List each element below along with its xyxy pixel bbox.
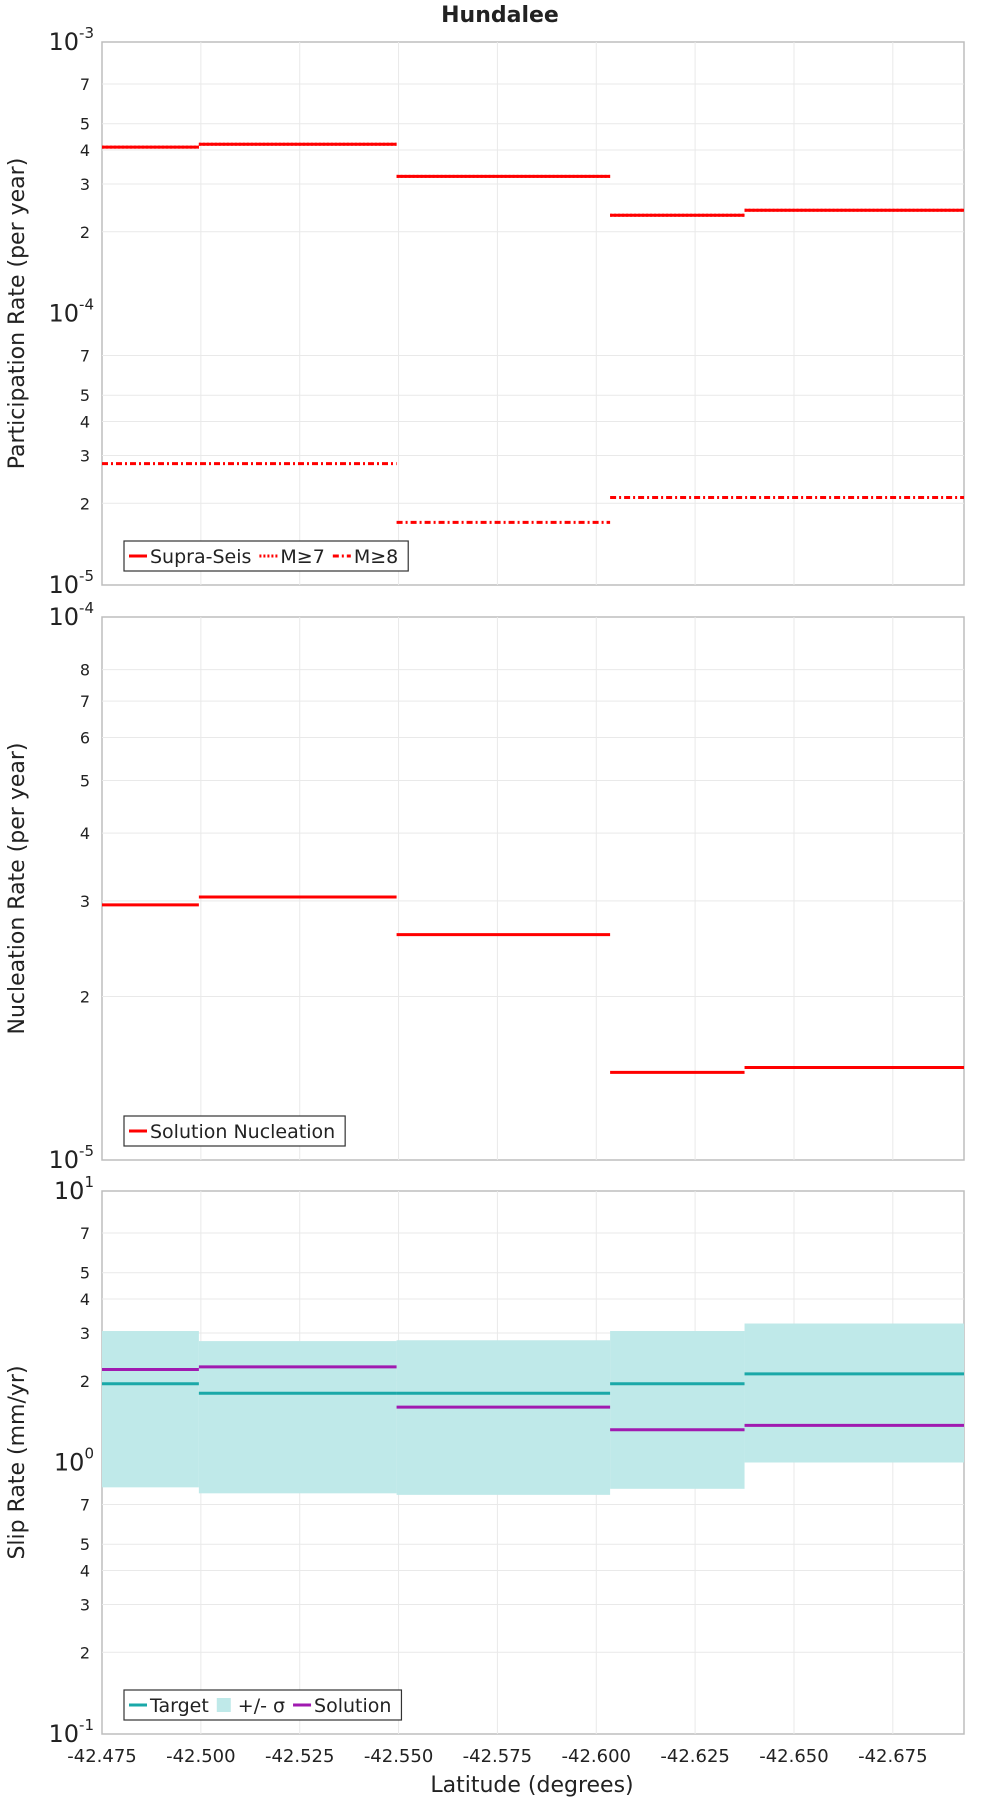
legend-label: Target xyxy=(149,1695,209,1717)
y-tick-label: 3 xyxy=(80,892,90,911)
y-tick-label: 4 xyxy=(80,824,90,843)
plot-area xyxy=(101,616,965,1161)
x-tick-label: -42.625 xyxy=(660,1746,729,1767)
x-tick-label: -42.600 xyxy=(562,1746,631,1767)
x-tick-label: -42.500 xyxy=(166,1746,235,1767)
y-tick-label: 2 xyxy=(80,494,90,513)
y-tick-label: 4 xyxy=(80,1290,90,1309)
y-tick-label: 6 xyxy=(80,728,90,747)
y-decade-exponent: -1 xyxy=(79,1716,94,1734)
y-tick-label: 7 xyxy=(80,1224,90,1243)
y-decade-label: 101 xyxy=(54,1173,94,1205)
y-decade-label: 10-5 xyxy=(48,1142,94,1174)
y-decade-label: 10-4 xyxy=(48,599,94,631)
legend: Supra-Seis M≥7 M≥8 xyxy=(123,540,409,572)
y-decade-label: 10-4 xyxy=(48,296,94,328)
y-decade-base: 10 xyxy=(48,1146,79,1174)
x-tick-label: -42.675 xyxy=(858,1746,927,1767)
sigma-band-segment xyxy=(610,1331,745,1489)
y-tick-label: 8 xyxy=(80,661,90,680)
y-tick-label: 3 xyxy=(80,175,90,194)
y-decade-label: 10-5 xyxy=(48,567,94,599)
y-tick-label: 7 xyxy=(80,692,90,711)
y-axis-label: Nucleation Rate (per year) xyxy=(5,743,30,1035)
y-decade-base: 10 xyxy=(54,1449,85,1477)
y-decade-base: 10 xyxy=(48,603,79,631)
legend-label: M≥8 xyxy=(354,546,398,568)
sigma-band-segment xyxy=(744,1323,964,1463)
y-tick-label: 7 xyxy=(80,75,90,94)
y-tick-label: 3 xyxy=(80,1324,90,1343)
y-decade-exponent: -5 xyxy=(79,1142,94,1160)
legend-label: +/- σ xyxy=(238,1695,285,1717)
y-decade-base: 10 xyxy=(48,28,79,56)
y-decade-exponent: -5 xyxy=(79,567,94,585)
x-axis-label: Latitude (degrees) xyxy=(430,1773,633,1798)
legend-label: Solution Nucleation xyxy=(150,1121,335,1143)
y-decade-exponent: -4 xyxy=(79,599,94,617)
legend: Solution Nucleation xyxy=(123,1115,346,1147)
y-tick-label: 5 xyxy=(80,386,90,405)
legend-label: M≥7 xyxy=(280,546,324,568)
y-axis-label: Slip Rate (mm/yr) xyxy=(5,1365,30,1559)
y-tick-label: 7 xyxy=(80,347,90,366)
y-tick-label: 4 xyxy=(80,1562,90,1581)
y-decade-exponent: 1 xyxy=(84,1173,94,1191)
y-tick-label: 2 xyxy=(80,223,90,242)
legend-frame xyxy=(123,1689,403,1721)
y-tick-label: 2 xyxy=(80,1643,90,1662)
y-decade-exponent: -3 xyxy=(79,24,94,42)
y-tick-label: 5 xyxy=(80,1535,90,1554)
legend: Target +/- σ Solution xyxy=(123,1689,403,1721)
chart-title: Hundalee xyxy=(441,3,559,28)
y-tick-label: 4 xyxy=(80,413,90,432)
y-decade-base: 10 xyxy=(54,1177,85,1205)
x-tick-label: -42.525 xyxy=(265,1746,334,1767)
y-decade-exponent: 0 xyxy=(84,1445,94,1463)
sigma-band-segment xyxy=(396,1340,611,1495)
y-tick-label: 5 xyxy=(80,1264,90,1283)
y-tick-label: 4 xyxy=(80,141,90,160)
y-tick-label: 3 xyxy=(80,446,90,465)
sigma-band-segment xyxy=(102,1331,199,1488)
y-tick-label: 2 xyxy=(80,988,90,1007)
y-decade-base: 10 xyxy=(48,300,79,328)
y-tick-label: 2 xyxy=(80,1372,90,1391)
legend-label: Solution xyxy=(314,1695,391,1717)
y-tick-label: 5 xyxy=(80,115,90,134)
y-decade-label: 10-1 xyxy=(48,1716,94,1748)
y-decade-base: 10 xyxy=(48,571,79,599)
y-tick-label: 5 xyxy=(80,771,90,790)
x-tick-label: -42.475 xyxy=(67,1746,136,1767)
x-tick-label: -42.575 xyxy=(463,1746,532,1767)
y-decade-label: 100 xyxy=(54,1445,94,1477)
y-decade-label: 10-3 xyxy=(48,24,94,56)
y-decade-base: 10 xyxy=(48,1720,79,1748)
y-axis-label: Participation Rate (per year) xyxy=(5,158,30,470)
sigma-band-segment xyxy=(198,1341,397,1494)
plot-area xyxy=(101,41,965,586)
legend-swatch xyxy=(216,1698,231,1712)
y-decade-exponent: -4 xyxy=(79,296,94,314)
y-tick-label: 7 xyxy=(80,1496,90,1515)
x-tick-label: -42.650 xyxy=(759,1746,828,1767)
legend-frame xyxy=(123,540,409,572)
y-tick-label: 3 xyxy=(80,1595,90,1614)
legend-label: Supra-Seis xyxy=(150,546,251,568)
legend-frame xyxy=(123,1115,346,1147)
x-tick-label: -42.550 xyxy=(364,1746,433,1767)
